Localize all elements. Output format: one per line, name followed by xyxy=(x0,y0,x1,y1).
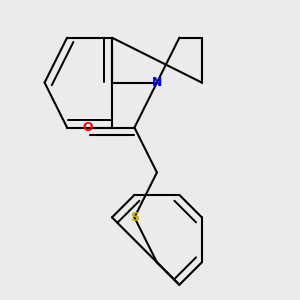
Text: N: N xyxy=(152,76,162,89)
Text: S: S xyxy=(130,211,139,224)
Text: O: O xyxy=(82,121,93,134)
